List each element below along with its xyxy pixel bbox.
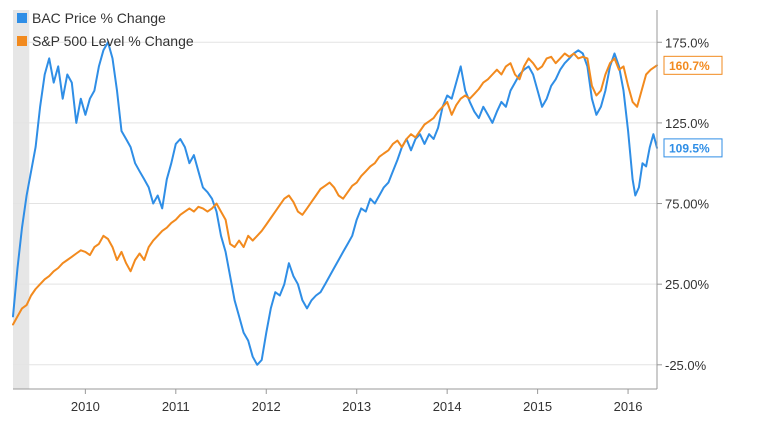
series-layer bbox=[12, 41, 658, 366]
x-tick-label: 2015 bbox=[523, 399, 552, 414]
legend-label: BAC Price % Change bbox=[32, 10, 166, 26]
series-line-0 bbox=[12, 41, 658, 366]
y-tick-label: 125.0% bbox=[665, 116, 710, 131]
y-tick-label: 25.00% bbox=[665, 277, 710, 292]
legend-swatch bbox=[17, 13, 27, 23]
end-value-box bbox=[663, 138, 723, 158]
y-tick-label: 175.0% bbox=[665, 35, 710, 50]
x-tick-label: 2013 bbox=[342, 399, 371, 414]
end-value-label: 109.5% bbox=[669, 141, 710, 155]
end-labels: 109.5% 160.7% bbox=[663, 55, 723, 158]
shaded-region bbox=[13, 10, 30, 389]
x-tick-label: 2014 bbox=[433, 399, 462, 414]
x-tick-label: 2012 bbox=[252, 399, 281, 414]
legend: BAC Price % Change S&P 500 Level % Change bbox=[17, 10, 194, 49]
axis-layer: 2010 2011 2012 2013 2014 2015 2016 175.0% 125.0%… bbox=[13, 10, 710, 414]
end-value-box bbox=[663, 55, 723, 75]
y-tick-label: -25.0% bbox=[665, 358, 707, 373]
end-value-label: 160.7% bbox=[669, 59, 710, 73]
series-line-1 bbox=[12, 52, 658, 326]
x-tick-label: 2010 bbox=[71, 399, 100, 414]
legend-swatch bbox=[17, 36, 27, 46]
legend-label: S&P 500 Level % Change bbox=[32, 33, 194, 49]
y-tick-label: 75.00% bbox=[665, 197, 710, 212]
grid-layer bbox=[13, 41, 657, 366]
x-tick-label: 2016 bbox=[614, 399, 643, 414]
x-tick-label: 2011 bbox=[162, 399, 190, 414]
shaded-region-layer bbox=[13, 10, 30, 389]
